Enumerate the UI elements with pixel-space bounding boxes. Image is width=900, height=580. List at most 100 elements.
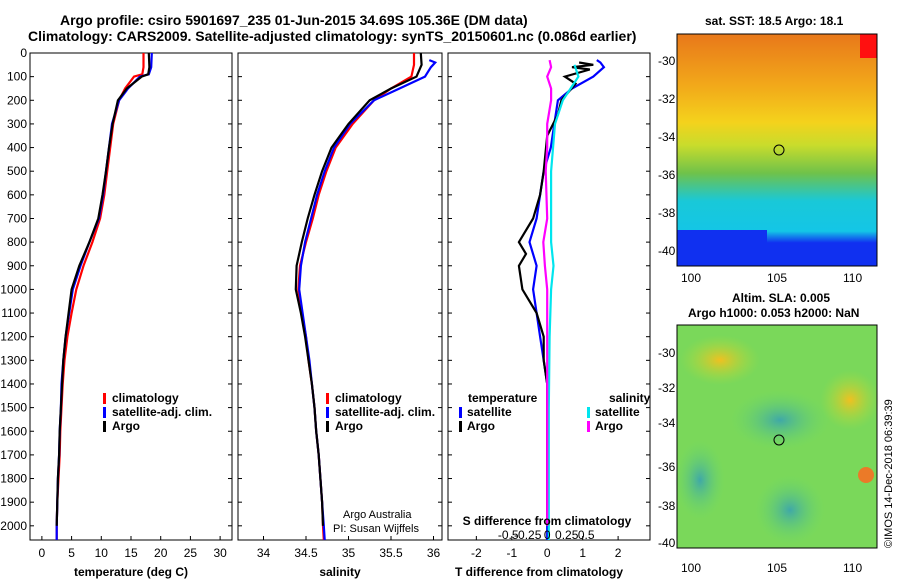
y-tick-label: 800 (7, 235, 27, 249)
y-tick-label: 1300 (0, 353, 27, 367)
sla-xtick: 105 (767, 561, 787, 575)
series-line-t-satellite (528, 59, 606, 540)
x-tick-label: 36 (427, 546, 441, 560)
legend-label: satellite-adj. clim. (112, 405, 212, 419)
x-tick-label: 34.5 (294, 546, 318, 560)
x-tick-label: 5 (68, 546, 75, 560)
legend-swatch (459, 421, 462, 432)
series-line-argo (55, 52, 151, 526)
y-tick-label: 1500 (0, 401, 27, 415)
sla-ytick: -34 (658, 416, 676, 430)
x-tick-label: 10 (95, 546, 109, 560)
sla-ytick: -30 (658, 346, 676, 360)
sla-map: Altim. SLA: 0.005 Argo h1000: 0.053 h200… (658, 291, 880, 575)
sst-argo-location-marker (773, 144, 785, 156)
sla-xtick: 100 (681, 561, 701, 575)
y-tick-label: 1000 (0, 282, 27, 296)
x-axis-label: T difference from climatology (455, 565, 623, 579)
sst-cold-patch (677, 230, 767, 266)
legend-swatch (103, 393, 106, 404)
series-line-s-argo (542, 59, 553, 526)
legend-swatch (326, 421, 329, 432)
legend-swatch (103, 407, 106, 418)
salinity-diff-tick-label: 0 (544, 528, 551, 542)
y-tick-label: 1800 (0, 472, 27, 486)
panel-frame-salinity-panel (237, 52, 443, 541)
y-tick-label: 100 (7, 70, 27, 84)
sla-xtick: 110 (843, 561, 862, 575)
x-tick-label: 20 (154, 546, 168, 560)
y-tick-label: 0 (20, 46, 27, 60)
sst-ytick: -36 (658, 168, 676, 182)
sst-xtick: 100 (681, 271, 701, 285)
y-tick-label: 900 (7, 259, 27, 273)
salinity-diff-tick-label: -0.5 (498, 528, 519, 542)
x-tick-label: -2 (471, 546, 482, 560)
legend-label: satellite (595, 405, 640, 419)
x-tick-label: 25 (184, 546, 198, 560)
x-tick-label: 15 (124, 546, 138, 560)
panel-frame-temperature-panel (29, 52, 233, 541)
legend-label: Argo (335, 419, 363, 433)
y-tick-label: 1600 (0, 424, 27, 438)
y-tick-label: 400 (7, 141, 27, 155)
legend-label: climatology (112, 391, 179, 405)
x-tick-label: 0 (39, 546, 46, 560)
y-tick-label: 1900 (0, 495, 27, 509)
sst-xtick: 105 (767, 271, 787, 285)
series-line-argo (294, 52, 423, 526)
legend-swatch (587, 421, 590, 432)
sla-map-title-1: Altim. SLA: 0.005 (732, 291, 830, 305)
sst-ytick: -34 (658, 130, 676, 144)
title-line-2: Climatology: CARS2009. Satellite-adjuste… (28, 28, 637, 44)
sst-ytick: -32 (658, 92, 676, 106)
legend-label: Argo (112, 419, 140, 433)
annotation-argo-australia: Argo Australia (343, 509, 412, 521)
sst-hot-patch (860, 34, 877, 58)
legend-label: climatology (335, 391, 402, 405)
x-tick-label: 35 (342, 546, 356, 560)
y-tick-label: 600 (7, 188, 27, 202)
x-tick-label: 0 (544, 546, 551, 560)
x-tick-label: 2 (615, 546, 622, 560)
sla-ytick: -32 (658, 381, 676, 395)
legend-swatch (587, 407, 590, 418)
legend-label: Argo (595, 419, 623, 433)
sst-ytick: -30 (658, 54, 676, 68)
x-tick-label: 1 (579, 546, 586, 560)
sst-ytick: -38 (658, 206, 676, 220)
sst-map-title: sat. SST: 18.5 Argo: 18.1 (705, 14, 844, 28)
annotation-pi: PI: Susan Wijffels (333, 523, 419, 535)
y-tick-label: 1400 (0, 377, 27, 391)
y-tick-label: 700 (7, 211, 27, 225)
legend-swatch (103, 421, 106, 432)
series-line-t-argo (517, 61, 594, 526)
x-axis-label: salinity (319, 565, 361, 579)
x-tick-label: 35.5 (379, 546, 403, 560)
x-tick-label: 30 (213, 546, 227, 560)
sla-ytick: -36 (658, 460, 676, 474)
title-line-1: Argo profile: csiro 5901697_235 01-Jun-2… (60, 12, 528, 28)
sla-ytick: -40 (658, 536, 676, 550)
sst-ytick: -40 (658, 244, 676, 258)
legend-swatch (459, 407, 462, 418)
legend-title-salinity: salinity (609, 391, 651, 405)
sst-xtick: 110 (843, 271, 862, 285)
x-axis-label-salinity-difference: S difference from climatology (463, 514, 632, 528)
salinity-diff-tick-label: 0.5 (578, 528, 595, 542)
y-tick-label: 300 (7, 117, 27, 131)
series-line-s-satellite (547, 64, 580, 540)
salinity-diff-tick-label: 0.25 (555, 528, 579, 542)
y-tick-label: 2000 (0, 519, 27, 533)
y-tick-label: 1100 (1, 306, 27, 320)
sst-map-frame (676, 33, 878, 267)
legend-label: satellite-adj. clim. (335, 405, 435, 419)
x-axis-label: temperature (deg C) (74, 565, 188, 579)
series-line-climatology (297, 53, 416, 541)
sla-ytick: -38 (658, 499, 676, 513)
y-tick-label: 1700 (0, 448, 27, 462)
sla-argo-location-marker (773, 434, 785, 446)
legend-label: Argo (467, 419, 495, 433)
y-tick-label: 200 (7, 93, 27, 107)
